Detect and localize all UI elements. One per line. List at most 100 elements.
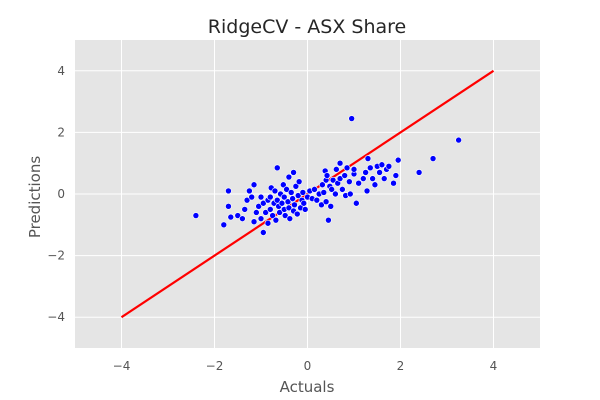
scatter-point	[455, 136, 462, 144]
scatter-point	[346, 190, 354, 198]
scatter-point	[266, 193, 274, 201]
scatter-point	[227, 213, 235, 221]
y-tick-label: 4	[57, 64, 65, 78]
scatter-point	[301, 206, 309, 213]
scatter-point	[366, 164, 374, 172]
y-tick-label: −2	[47, 249, 65, 263]
scatter-point	[392, 172, 400, 179]
scatter-point	[394, 156, 402, 164]
scatter-point	[364, 155, 372, 162]
scatter-point	[257, 193, 265, 201]
scatter-point	[376, 169, 383, 176]
y-tick-labels: −4 −2 0 2 4	[47, 64, 65, 324]
x-tick-label: 4	[490, 359, 498, 373]
scatter-point	[299, 189, 307, 196]
scatter-point	[329, 176, 337, 184]
scatter-point	[287, 189, 295, 196]
y-tick-label: 2	[57, 125, 65, 139]
x-axis-label: Actuals	[280, 378, 335, 396]
scatter-point	[323, 172, 331, 179]
x-tick-labels: −4 −2 0 2 4	[113, 359, 498, 373]
x-tick-label: −4	[113, 359, 131, 373]
scatter-point	[300, 199, 308, 207]
scatter-point	[289, 195, 296, 202]
scatter-point	[363, 187, 371, 195]
scatter-point	[294, 192, 302, 199]
scatter-point	[327, 203, 335, 210]
scatter-point	[243, 196, 251, 204]
scatter-point	[415, 169, 423, 176]
scatter-point	[355, 179, 362, 187]
scatter-point	[320, 189, 328, 196]
scatter-point	[353, 199, 360, 207]
scatter-point	[262, 209, 269, 216]
scatter-point	[385, 162, 393, 170]
scatter-point	[359, 175, 367, 182]
scatter-point	[332, 190, 339, 198]
scatter-point	[234, 212, 242, 219]
scatter-point	[280, 193, 288, 201]
x-tick-label: 2	[397, 359, 405, 373]
scatter-point	[250, 181, 258, 189]
scatter-point	[241, 206, 249, 213]
scatter-point	[429, 155, 437, 162]
scatter-point	[286, 215, 294, 222]
scatter-point	[257, 215, 265, 222]
scatter-point	[311, 186, 318, 193]
scatter-point	[271, 187, 279, 195]
scatter-points	[192, 115, 462, 236]
scatter-point	[292, 183, 300, 190]
scatter-point	[220, 221, 228, 229]
scatter-point	[348, 115, 355, 122]
scatter-point	[250, 218, 258, 226]
scatter-point	[290, 169, 297, 176]
scatter-point	[273, 164, 281, 172]
scatter-point	[343, 164, 351, 172]
scatter-point	[225, 203, 232, 210]
scatter-point	[380, 175, 388, 182]
scatter-point	[322, 198, 330, 205]
x-tick-label: −2	[206, 359, 224, 373]
y-axis-label: Predictions	[26, 156, 44, 239]
scatter-point	[350, 166, 358, 173]
scatter-point	[260, 229, 267, 236]
y-tick-label: 0	[57, 187, 65, 201]
scatter-point	[281, 212, 289, 219]
scatter-point	[339, 186, 346, 193]
scatter-point	[239, 215, 246, 222]
scatter-point	[192, 212, 200, 219]
scatter-point	[390, 179, 397, 187]
scatter-point	[313, 196, 321, 204]
scatter-point	[341, 172, 349, 179]
scatter-point	[295, 178, 303, 185]
y-tick-label: −4	[47, 310, 65, 324]
scatter-point	[362, 169, 369, 176]
scatter-point	[318, 201, 325, 209]
scatter-point	[325, 216, 332, 224]
scatter-point	[333, 166, 340, 173]
x-tick-label: 0	[304, 359, 312, 373]
scatter-point	[278, 199, 286, 207]
scatter-point	[293, 210, 301, 218]
scatter-point	[346, 178, 353, 185]
scatter-point	[260, 199, 267, 207]
scatter-point	[248, 193, 255, 201]
scatter-point	[291, 201, 298, 209]
scatter-point	[246, 187, 253, 195]
scatter-point	[369, 175, 376, 182]
scatter-point	[336, 175, 344, 182]
scatter-point	[285, 204, 293, 212]
scatter-point	[276, 209, 283, 216]
scatter-point	[253, 209, 260, 216]
scatter-point	[336, 159, 344, 167]
scatter-point	[266, 206, 274, 213]
scatter-point	[269, 212, 276, 219]
scatter-point	[285, 173, 293, 181]
scatter-point	[264, 219, 272, 227]
scatter-point	[255, 203, 262, 210]
scatter-point	[328, 186, 335, 193]
scatter-point	[280, 181, 287, 189]
chart-title: RidgeCV - ASX Share	[208, 16, 406, 38]
scatter-point	[378, 161, 386, 169]
